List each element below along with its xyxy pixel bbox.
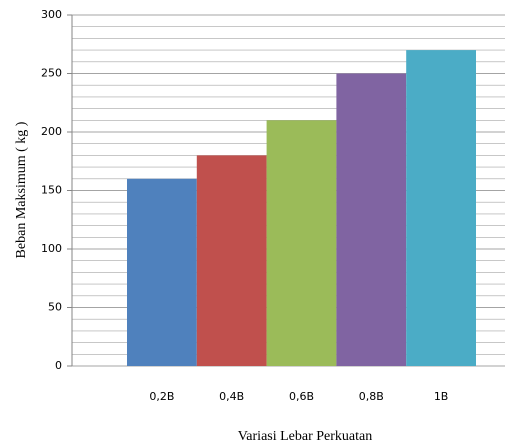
x-tick-label: 0,2B [149, 390, 174, 403]
x-tick-label: 1B [434, 390, 449, 403]
x-tick-label: 0,6B [289, 390, 314, 403]
x-axis-title: Variasi Lebar Perkuatan [238, 429, 373, 444]
x-tick-label: 0,4B [219, 390, 244, 403]
x-tick-label: 0,8B [359, 390, 384, 403]
bar [266, 120, 337, 366]
y-tick-label: 300 [41, 8, 62, 21]
bar [127, 178, 197, 366]
bar [406, 50, 476, 366]
y-axis-title: Beban Maksimum ( kg ) [14, 121, 29, 258]
y-tick-label: 100 [41, 242, 62, 255]
bar [336, 73, 407, 366]
y-tick-label: 50 [48, 301, 62, 314]
y-tick-label: 0 [55, 359, 62, 372]
bar [196, 155, 267, 366]
y-tick-label: 250 [41, 67, 62, 80]
y-tick-label: 200 [41, 125, 62, 138]
y-tick-label: 150 [41, 184, 62, 197]
